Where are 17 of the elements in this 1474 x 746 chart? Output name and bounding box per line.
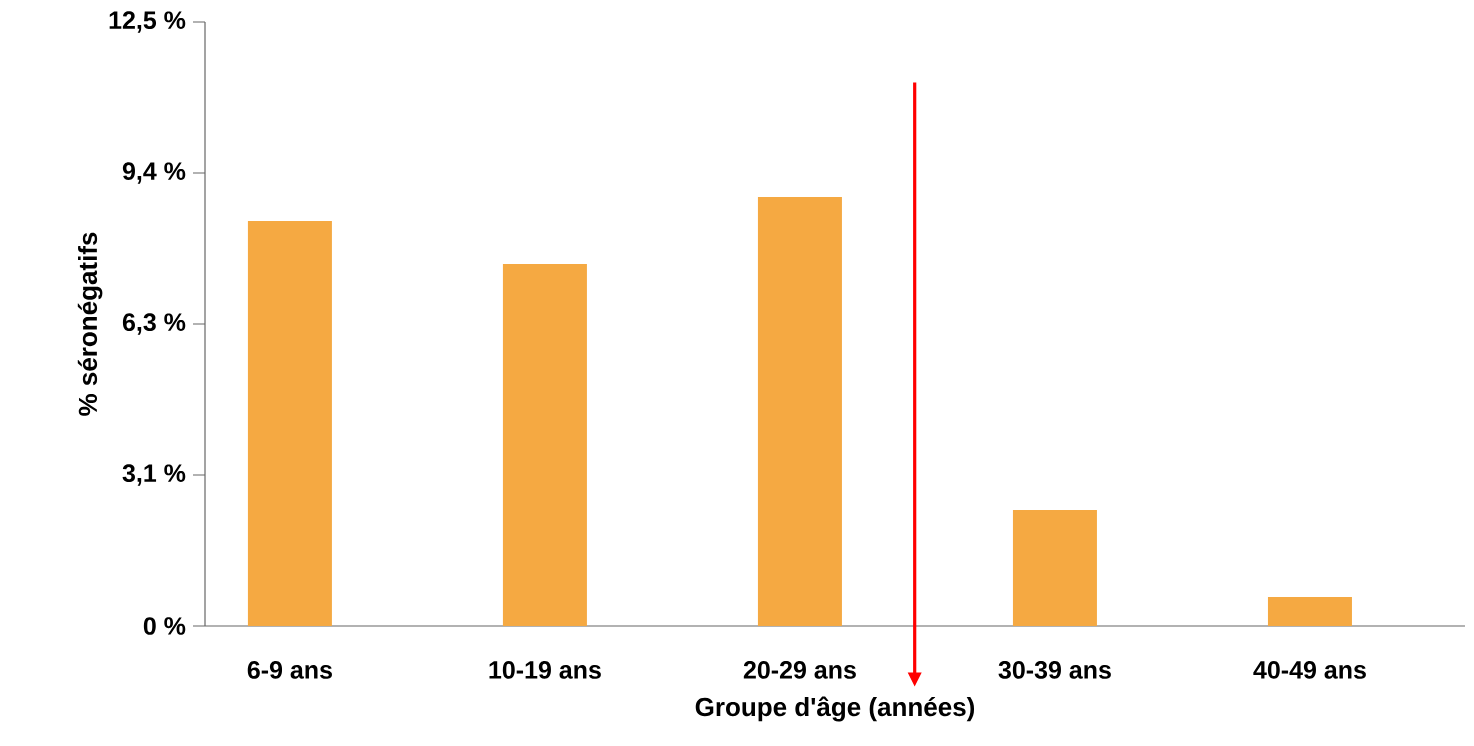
bar [1012,510,1097,626]
y-tick-label: 9,4 % [122,162,186,184]
y-axis-title: % séronégatifs [77,232,103,416]
bar [502,264,587,626]
x-tick-label: 40-49 ans [1253,661,1366,679]
bar [757,196,842,626]
y-tick-label: 12,5 % [109,11,186,33]
x-tick-label: 20-29 ans [743,661,856,679]
x-tick-label: 30-39 ans [998,661,1111,679]
x-tick-label: 6-9 ans [247,661,332,679]
bar [247,221,332,626]
x-axis-title: Groupe d'âge (années) [695,696,975,722]
bar [1267,597,1352,626]
x-tick-label: 10-19 ans [489,661,601,679]
y-tick-label: 0 % [143,617,186,635]
y-tick-label: 6,3 % [122,313,186,335]
y-tick-label: 3,1 % [122,464,186,486]
